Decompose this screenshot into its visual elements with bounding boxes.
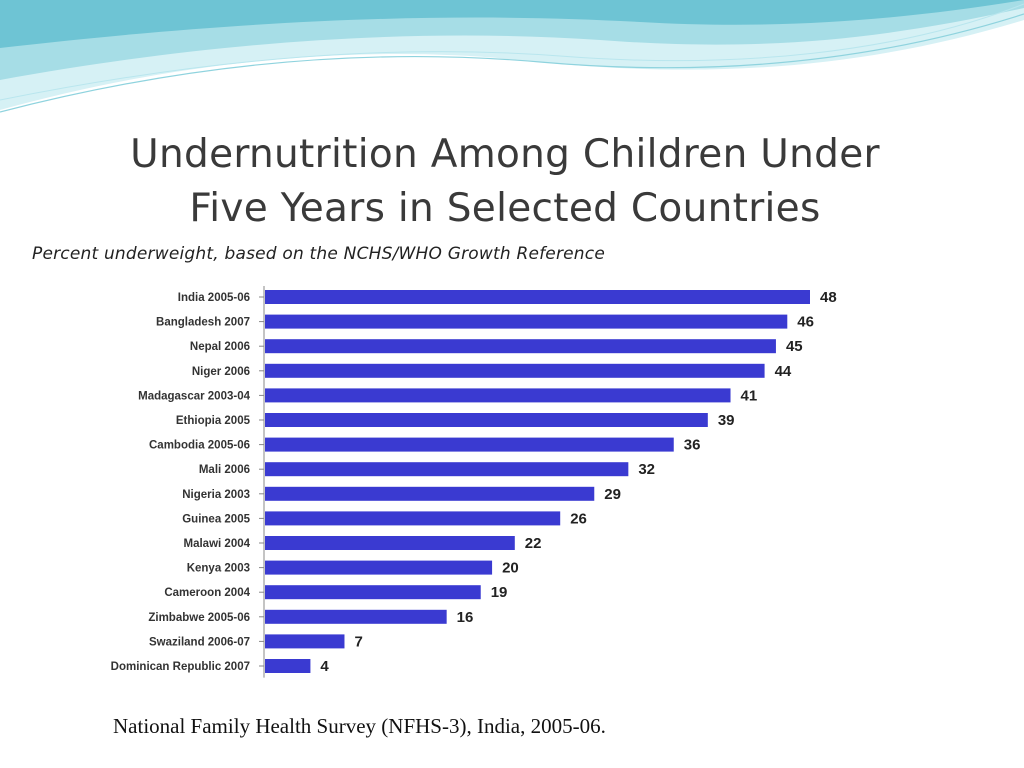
data-label-mali-2006: 32	[638, 461, 655, 478]
tick-label-cameroon-2004: Cameroon 2004	[164, 587, 250, 599]
data-label-swaziland-2006-07: 7	[354, 633, 362, 650]
data-label-guinea-2005: 26	[570, 510, 587, 527]
data-label-bangladesh-2007: 46	[797, 314, 814, 331]
bar-niger-2006	[265, 363, 765, 378]
wave-dark	[0, 0, 1024, 48]
bar-india-2005-06	[265, 290, 810, 304]
bar-mali-2006	[265, 462, 629, 477]
data-label-ethiopia-2005: 39	[718, 412, 735, 429]
tick-label-guinea-2005: Guinea 2005	[182, 513, 250, 525]
source-citation: National Family Health Survey (NFHS-3), …	[113, 714, 606, 738]
tick-label-india-2005-06: India 2005-06	[178, 292, 250, 304]
slide-title-line-2: Five Years in Selected Countries	[189, 186, 821, 231]
wave-line	[0, 13, 1024, 113]
data-label-cambodia-2005-06: 36	[684, 437, 701, 454]
wave-line-2	[0, 3, 1024, 101]
bar-ethiopia-2005	[265, 413, 708, 427]
tick-label-niger-2006: Niger 2006	[192, 366, 250, 378]
chart-subtitle: Percent underweight, based on the NCHS/W…	[32, 244, 605, 264]
data-label-kenya-2003: 20	[502, 560, 519, 577]
bar-malawi-2004	[265, 536, 515, 550]
tick-label-madagascar-2003-04: Madagascar 2003-04	[138, 390, 250, 402]
bar-madagascar-2003-04	[265, 388, 731, 403]
tick-label-ethiopia-2005: Ethiopia 2005	[176, 415, 251, 427]
data-label-dominican-republic-2007: 4	[320, 658, 329, 675]
slide-title: Undernutrition Among Children Under Five…	[0, 128, 1010, 236]
tick-label-kenya-2003: Kenya 2003	[187, 563, 250, 575]
tick-label-nigeria-2003: Nigeria 2003	[182, 489, 250, 501]
data-label-malawi-2004: 22	[525, 535, 542, 552]
bar-cambodia-2005-06	[265, 437, 674, 452]
bar-nigeria-2003	[265, 486, 595, 501]
slide-title-line-1: Undernutrition Among Children Under	[130, 132, 880, 177]
data-label-niger-2006: 44	[775, 363, 792, 380]
underweight-bar-chart: India 2005-06 48 Bangladesh 2007 46 Nepal 20…	[111, 286, 837, 678]
tick-label-nepal-2006: Nepal 2006	[190, 341, 250, 353]
tick-label-zimbabwe-2005-06: Zimbabwe 2005-06	[148, 612, 250, 624]
bar-bangladesh-2007	[265, 314, 788, 329]
bar-guinea-2005	[265, 511, 561, 526]
data-label-nigeria-2003: 29	[604, 486, 621, 503]
tick-label-cambodia-2005-06: Cambodia 2005-06	[149, 440, 250, 452]
data-label-nepal-2006: 45	[786, 338, 803, 355]
data-label-cameroon-2004: 19	[491, 584, 508, 601]
data-label-india-2005-06: 48	[820, 289, 837, 306]
tick-label-swaziland-2006-07: Swaziland 2006-07	[149, 636, 250, 648]
bar-swaziland-2006-07	[265, 634, 345, 649]
bar-nepal-2006	[265, 339, 776, 354]
bar-zimbabwe-2005-06	[265, 609, 447, 624]
bar-cameroon-2004	[265, 585, 481, 600]
bar-kenya-2003	[265, 560, 493, 575]
tick-label-dominican-republic-2007: Dominican Republic 2007	[111, 661, 250, 673]
data-label-zimbabwe-2005-06: 16	[457, 609, 474, 626]
bar-dominican-republic-2007	[265, 659, 311, 673]
header-wave-decoration	[0, 0, 1024, 113]
data-label-madagascar-2003-04: 41	[741, 387, 758, 404]
tick-label-mali-2006: Mali 2006	[199, 464, 250, 476]
tick-label-malawi-2004: Malawi 2004	[184, 538, 251, 550]
tick-label-bangladesh-2007: Bangladesh 2007	[156, 317, 250, 329]
